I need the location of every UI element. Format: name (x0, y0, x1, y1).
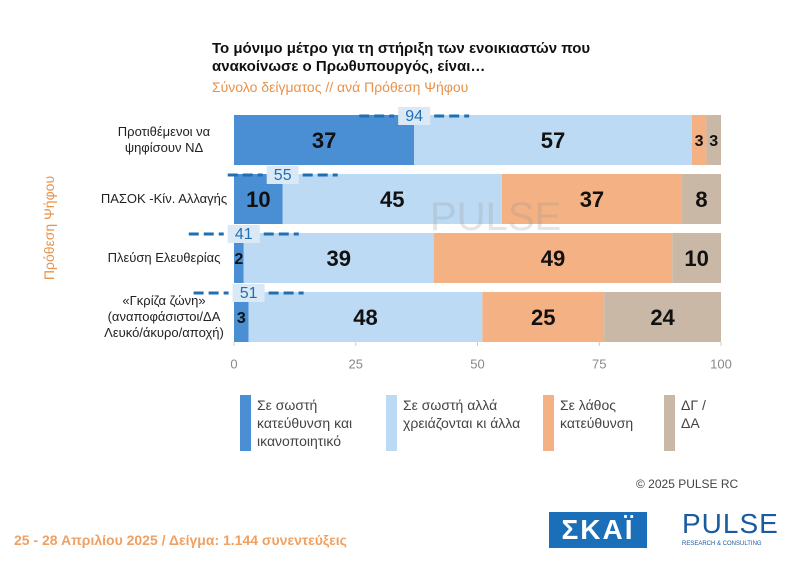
value-label: 45 (380, 187, 404, 212)
legend-swatch (543, 395, 554, 451)
bar-segment (234, 292, 249, 342)
bar-segment (682, 174, 721, 224)
footer: 25 - 28 Απριλίου 2025 / Δείγμα: 1.144 συ… (14, 532, 347, 548)
total-label-bg (266, 166, 299, 184)
total-label-bg (227, 225, 260, 243)
x-tick-label: 25 (349, 356, 363, 371)
total-label-bg (232, 284, 265, 302)
total-label: 51 (240, 285, 258, 302)
value-label: 37 (580, 187, 604, 212)
category-label: Πλεύση Ελευθερίας (107, 250, 221, 265)
bar-segment (691, 115, 707, 165)
bar-segment (234, 233, 244, 283)
bar-segment (243, 233, 434, 283)
legend-label: ΔΓ / ΔΑ (681, 397, 706, 431)
value-label: 2 (234, 251, 243, 268)
value-label: 3 (695, 133, 704, 150)
value-label: 8 (695, 187, 707, 212)
legend-swatch (240, 395, 251, 451)
category-label: «Γκρίζα ζώνη» (αναποφάσιστοι/ΔΑ Λευκό/άκ… (104, 293, 224, 340)
legend-swatch (386, 395, 397, 451)
value-label: 39 (326, 246, 350, 271)
skai-logo: ΣΚΑΪ (549, 512, 647, 548)
total-label: 41 (235, 226, 253, 243)
total-label-bg (398, 107, 431, 125)
watermark: PULSE (430, 195, 562, 239)
x-tick-label: 75 (592, 356, 606, 371)
x-tick-label: 100 (710, 356, 732, 371)
bar-segment (234, 115, 415, 165)
legend-label: Σε σωστή αλλά χρειάζονται κι άλλα (403, 397, 521, 431)
legend-swatch (664, 395, 675, 451)
value-label: 24 (650, 305, 675, 330)
copyright: © 2025 PULSE RC (636, 477, 739, 491)
legend-label: Σε σωστή κατεύθυνση και ικανοποιητικό (257, 397, 353, 449)
bar-segment (672, 233, 721, 283)
total-label: 94 (405, 108, 423, 125)
bar-segment (604, 292, 721, 342)
value-label: 57 (541, 128, 565, 153)
chart-subtitle: Σύνολο δείγματος // ανά Πρόθεση Ψήφου (212, 79, 469, 95)
pulse-logo-sub: RESEARCH & CONSULTING (682, 541, 762, 547)
value-label: 10 (684, 246, 708, 271)
bar-segment (248, 292, 483, 342)
total-label: 55 (274, 167, 292, 184)
value-label: 25 (531, 305, 555, 330)
value-label: 3 (237, 310, 246, 327)
x-tick-label: 0 (230, 356, 237, 371)
chart-title: Το μόνιμο μέτρο για τη στήριξη των ενοικ… (212, 40, 591, 75)
y-axis-label: Πρόθεση Ψήφου (41, 175, 57, 281)
bar-segment (414, 115, 692, 165)
pulse-logo: PULSE (682, 508, 779, 539)
category-label: Προτιθέμενοι να ψηφίσουν ΝΔ (117, 124, 211, 155)
category-label: ΠΑΣΟΚ -Κίν. Αλλαγής (100, 191, 228, 206)
value-label: 10 (246, 187, 270, 212)
bar-segment (706, 115, 721, 165)
bar-segment (282, 174, 502, 224)
value-label: 37 (312, 128, 336, 153)
legend-label: Σε λάθος κατεύθυνση (560, 397, 634, 431)
x-tick-label: 50 (470, 356, 484, 371)
value-label: 3 (709, 133, 718, 150)
bar-segment (501, 174, 683, 224)
bar-segment (433, 233, 673, 283)
value-label: 49 (541, 246, 565, 271)
value-label: 48 (353, 305, 377, 330)
bar-segment (482, 292, 605, 342)
